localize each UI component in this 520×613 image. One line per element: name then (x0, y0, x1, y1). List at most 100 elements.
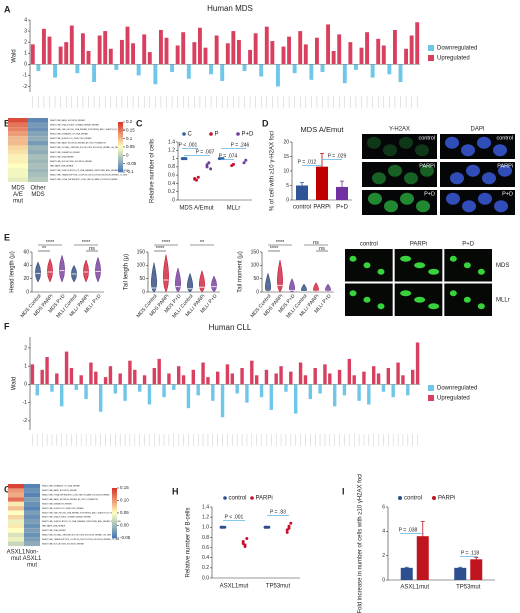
heatmap-cell (8, 163, 28, 169)
y-tick-label: 0 (382, 577, 385, 583)
image-label: PARPi (497, 163, 513, 169)
bar (416, 536, 429, 580)
colorbar-label: 0.2 (126, 119, 133, 124)
cell (450, 172, 464, 185)
cell (367, 136, 381, 149)
heatmap-cell (8, 492, 24, 498)
legend-swatch (428, 385, 434, 391)
colorbar (118, 122, 123, 124)
comet (477, 268, 485, 275)
violin-body (151, 262, 157, 293)
colorbar (112, 513, 117, 515)
bar (381, 45, 386, 65)
dot (205, 163, 209, 167)
colorbar (118, 137, 123, 139)
bar (454, 567, 467, 580)
bar (137, 384, 142, 392)
bar (131, 43, 136, 65)
bar (347, 358, 352, 385)
bar (114, 64, 119, 70)
annotation: ns (319, 246, 325, 252)
bar (30, 44, 35, 65)
bar (326, 24, 331, 65)
colorbar (118, 167, 123, 169)
y-tick-label: 1 (24, 51, 27, 57)
y-tick-label: -2 (23, 84, 28, 90)
comet (449, 255, 457, 262)
image-label: PARPi (419, 163, 435, 169)
y-tick-label: 1.2 (202, 514, 209, 520)
heatmap-cell (24, 537, 40, 542)
bar (248, 49, 253, 65)
legend-label: P+D (242, 132, 255, 138)
bar (103, 377, 108, 385)
y-axis-label: Relative number of cells (150, 139, 156, 203)
legend-label: control (229, 496, 247, 502)
bar (79, 375, 83, 385)
cell (368, 192, 382, 205)
annotation: ns (313, 240, 319, 246)
cell (493, 144, 507, 157)
legend-swatch (223, 496, 227, 500)
bar (308, 384, 313, 399)
bar (196, 384, 200, 396)
bar (365, 32, 370, 65)
bar (136, 64, 141, 76)
heatmap-cell (28, 127, 48, 132)
bar (203, 47, 208, 65)
bar (342, 64, 347, 84)
cell (482, 172, 496, 185)
chart-title: Human CLL (209, 323, 252, 332)
legend-swatch (236, 132, 240, 136)
x-tick-label: MDS A/Emut (179, 206, 214, 212)
bar (186, 64, 191, 79)
x-tick-label: P+D (336, 205, 349, 211)
comet (463, 296, 471, 303)
bar (181, 32, 186, 65)
colorbar (112, 529, 117, 532)
heatmap-cell (8, 127, 28, 132)
colorbar (112, 533, 117, 535)
panel-letter: G (4, 484, 11, 494)
bar (75, 64, 80, 74)
cell (399, 136, 413, 149)
y-tick-label: 0.8 (202, 535, 209, 541)
dot (205, 165, 209, 169)
violin-body (95, 256, 101, 283)
panel-letter: I (342, 486, 345, 496)
bar (296, 185, 308, 200)
bar (41, 28, 46, 65)
colorbar (118, 158, 123, 161)
y-tick-label: 2 (382, 553, 385, 559)
comet (400, 290, 412, 297)
comet (463, 262, 471, 269)
colorbar-label: -0.05 (126, 161, 137, 166)
bar (231, 31, 236, 65)
colorbar (112, 488, 117, 490)
row-label: REACTOME_DNA_REPAIR (42, 529, 66, 532)
comet (363, 262, 371, 269)
bar (337, 34, 342, 65)
row-label: REACTOME_GAP_FILLING_DNA_REPAIR_SYNTHESI… (42, 511, 118, 514)
bar (318, 384, 322, 394)
bar (367, 384, 371, 405)
row-label: REACTOME_SUMOYLATION_OF_DNA_DAMAGE_RESPO… (42, 520, 121, 523)
bar (164, 37, 169, 65)
row-label: REACTOME_BASE_EXCISION_REPAIR_AP_SITE_FO… (42, 498, 99, 501)
dot (193, 177, 197, 181)
image-panel (362, 162, 437, 187)
comet (349, 255, 357, 262)
y-axis-label: % of cell with ≥10 γ-H2AX foci (270, 131, 276, 211)
heatmap-cell (8, 488, 24, 493)
bar (293, 384, 298, 414)
panel-letter: F (4, 321, 10, 331)
row-label: REACTOME_MISMATCH_REPAIR (50, 151, 80, 154)
cell (383, 144, 397, 157)
heatmap-cell (28, 145, 48, 150)
legend-label: control (404, 496, 422, 502)
bar (370, 64, 375, 78)
colorbar (118, 155, 123, 158)
colorbar (112, 501, 117, 504)
heatmap-cell (8, 484, 24, 489)
annotation: P = .038 (399, 527, 418, 533)
